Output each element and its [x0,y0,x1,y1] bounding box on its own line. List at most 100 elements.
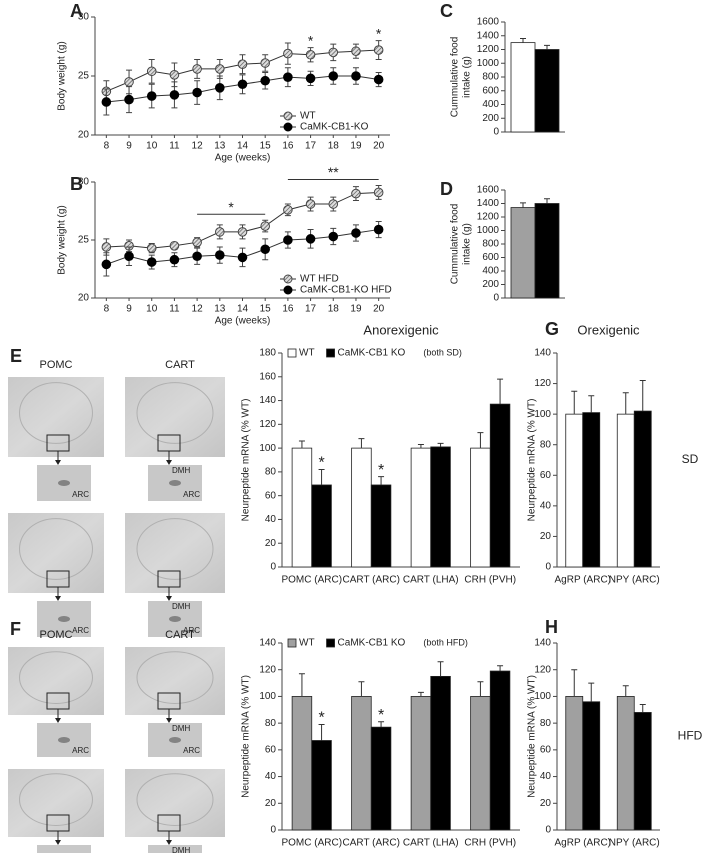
legend-marker [283,111,293,121]
y-tick-label: 20 [540,531,552,542]
marker [283,205,293,215]
bar [510,207,536,299]
marker [124,94,134,105]
y-tick-label: 30 [78,12,90,23]
arrowhead [55,718,61,723]
y-tick-label: 400 [482,99,499,110]
legend-label: WT HFD [300,274,339,285]
micrograph [125,377,225,457]
y-tick-label: 140 [534,348,551,359]
x-tick-label: 11 [169,304,180,315]
x-tick-label: CART (ARC) [343,575,400,586]
panel-letter: E [10,346,22,366]
inset-label: DMH [172,724,190,733]
y-axis-label: Neurpeptide mRNA (% WT) [241,675,252,798]
y-tick-label: 140 [259,395,276,406]
marker [373,45,384,55]
x-tick-label: 19 [350,141,362,152]
x-tick-label: AgRP (ARC) [555,575,612,586]
x-axis-label: Age (weeks) [215,316,271,327]
y-tick-label: 800 [482,239,499,250]
x-tick-label: 11 [169,141,180,152]
side-label: HFD [678,729,703,743]
bar [633,712,652,831]
arrowhead [166,460,172,465]
error-bar [622,685,629,697]
y-tick-label: 80 [540,718,552,729]
marker [237,59,248,69]
marker [101,242,112,252]
y-tick-label: 60 [540,744,552,755]
x-tick-label: 17 [305,304,317,315]
x-tick-label: 16 [282,304,294,315]
legend-swatch [326,348,335,358]
micrograph [125,769,225,837]
error-bar [520,202,526,208]
marker [283,48,293,59]
marker [351,188,361,199]
x-tick-label: CART (LHA) [403,575,459,586]
panel-letter: D [440,179,453,199]
tissue-outline [19,773,93,826]
y-tick-label: 80 [265,467,277,478]
marker [351,228,361,238]
y-tick-label: 1600 [477,185,500,196]
marker [146,91,157,101]
micrograph [125,647,225,715]
chart-title: Orexigenic [577,322,640,337]
bar [616,413,635,568]
y-axis-label: intake (g) [462,56,473,98]
bar [565,413,584,568]
marker [215,83,225,93]
tissue-outline [136,382,214,444]
marker [146,257,157,267]
y-tick-label: 160 [259,371,276,382]
bar [311,484,332,568]
annotation: * [228,199,234,215]
marker [192,251,202,262]
stain [169,480,181,486]
y-tick-label: 180 [259,348,276,359]
y-tick-label: 0 [493,293,499,304]
y-tick-label: 200 [482,279,499,290]
error-bar [544,44,550,50]
y-tick-label: 200 [482,113,499,124]
y-axis-label: Body weight (g) [57,41,68,110]
bar [370,484,392,568]
legend-swatch [287,638,297,648]
y-tick-label: 1600 [477,17,500,28]
x-tick-label: 15 [260,141,272,152]
y-tick-label: 40 [540,500,552,511]
marker [283,235,293,245]
marker [169,254,180,265]
column-label: CART [165,359,195,371]
marker [260,75,270,86]
stain [169,737,181,743]
error-bar [358,438,365,449]
y-tick-label: 40 [540,771,552,782]
y-tick-label: 120 [534,664,551,675]
error-bar [358,681,365,697]
inset [148,845,202,853]
x-tick-label: 13 [214,304,226,315]
x-tick-label: 13 [214,141,226,152]
arrowhead [55,460,61,465]
y-tick-label: 120 [534,378,551,389]
error-bar [298,673,305,697]
stain [169,616,181,622]
y-tick-label: 100 [259,443,276,454]
tissue-outline [136,651,214,704]
tissue-outline [136,518,214,580]
marker [260,244,270,255]
bar [351,447,372,568]
y-tick-label: 0 [493,127,499,138]
bar [582,412,601,568]
bar [291,447,313,568]
y-tick-label: 20 [265,538,277,549]
marker [373,187,384,198]
bar [410,447,432,568]
y-tick-label: 0 [545,562,551,573]
column-label: POMC [40,359,73,371]
x-tick-label: 15 [260,304,272,315]
y-tick-label: 140 [259,638,276,649]
